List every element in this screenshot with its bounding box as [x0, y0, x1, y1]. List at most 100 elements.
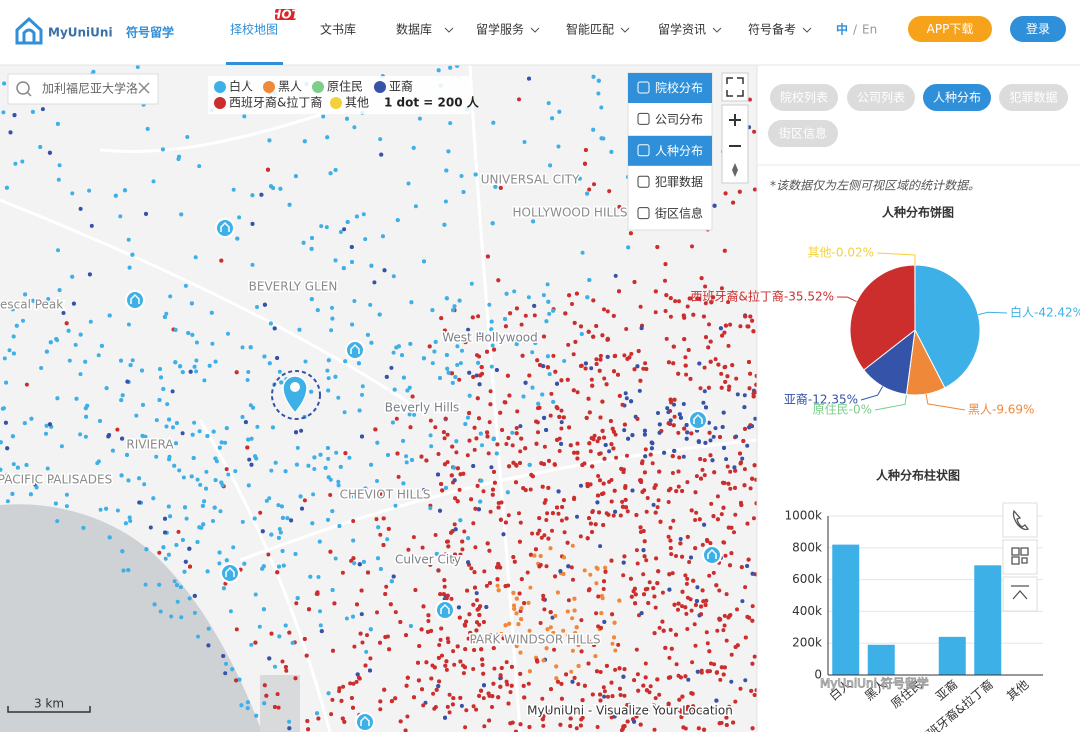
- population-dot: [442, 584, 447, 589]
- population-dot: [618, 513, 623, 518]
- float-button[interactable]: [1002, 576, 1038, 612]
- population-dot: [564, 672, 569, 677]
- population-dot: [176, 157, 181, 161]
- zoom-in[interactable]: [729, 114, 741, 126]
- tab-label[interactable]: 犯罪数据: [1009, 90, 1057, 105]
- layer-button[interactable]: 院校分布: [655, 80, 703, 95]
- population-dot: [183, 505, 187, 510]
- school-marker[interactable]: [125, 290, 145, 310]
- fullscreen-button[interactable]: [721, 72, 749, 102]
- nav-item[interactable]: 文书库: [320, 22, 356, 37]
- nav-item[interactable]: 择校地图: [230, 22, 278, 37]
- school-marker[interactable]: [355, 712, 375, 732]
- population-dot: [561, 498, 566, 503]
- location-pin[interactable]: [282, 375, 308, 415]
- population-dot: [574, 625, 579, 630]
- population-dot: [127, 265, 132, 270]
- tab-label[interactable]: 街区信息: [779, 126, 827, 141]
- layer-button[interactable]: 公司分布: [655, 112, 703, 126]
- population-dot: [151, 179, 156, 184]
- population-dot: [620, 504, 625, 509]
- population-dot: [712, 470, 717, 475]
- population-dot: [446, 370, 451, 375]
- population-dot: [166, 552, 171, 557]
- nav-item[interactable]: 符号备考: [748, 22, 796, 37]
- app-button[interactable]: [908, 16, 992, 42]
- school-marker[interactable]: [688, 410, 708, 430]
- population-dot: [194, 358, 199, 363]
- login-button-text[interactable]: 登录: [1026, 21, 1050, 36]
- population-dot: [566, 564, 571, 569]
- tab[interactable]: [770, 84, 838, 111]
- population-dot: [550, 528, 554, 533]
- nav-item[interactable]: 智能匹配: [566, 22, 614, 37]
- population-dot: [754, 688, 757, 693]
- school-marker[interactable]: [215, 218, 235, 238]
- population-dot: [287, 726, 292, 731]
- population-dot: [283, 469, 288, 474]
- clear-icon[interactable]: [138, 82, 150, 94]
- layer-button[interactable]: 犯罪数据: [655, 174, 703, 189]
- lang-current[interactable]: 中: [836, 22, 848, 37]
- population-dot: [333, 556, 338, 561]
- population-dot: [242, 114, 247, 119]
- population-dot: [360, 434, 364, 439]
- compass[interactable]: [732, 163, 738, 177]
- population-dot: [366, 570, 370, 575]
- bar: [938, 636, 966, 675]
- population-dot: [728, 707, 733, 712]
- population-dot: [492, 347, 497, 352]
- population-dot: [697, 361, 702, 366]
- tab-label[interactable]: 公司列表: [857, 91, 905, 105]
- school-marker[interactable]: [345, 340, 365, 360]
- float-button[interactable]: [1002, 539, 1038, 575]
- population-dot: [579, 332, 584, 336]
- population-dot: [192, 593, 197, 598]
- population-dot: [115, 427, 120, 432]
- school-marker[interactable]: [435, 600, 455, 620]
- population-dot: [677, 697, 682, 702]
- population-dot: [22, 421, 27, 426]
- population-dot: [473, 585, 477, 590]
- tab[interactable]: [768, 120, 838, 147]
- population-dot: [638, 525, 643, 530]
- population-dot: [174, 421, 179, 425]
- tab[interactable]: [999, 84, 1068, 111]
- layer-button[interactable]: 街区信息: [655, 206, 703, 221]
- nav-item[interactable]: 留学资讯: [658, 22, 706, 37]
- population-dot: [638, 378, 643, 383]
- population-dot: [555, 437, 560, 442]
- nav-item[interactable]: 数据库: [396, 22, 432, 37]
- layer-button[interactable]: 人种分布: [655, 144, 703, 158]
- app-button-text[interactable]: APP下载: [927, 22, 974, 36]
- tab-label[interactable]: 院校列表: [780, 90, 828, 105]
- tab-label[interactable]: 人种分布: [933, 91, 981, 105]
- population-dot: [545, 282, 550, 287]
- population-dot: [428, 433, 433, 438]
- population-dot: [171, 425, 175, 430]
- lang-other[interactable]: En: [862, 23, 877, 37]
- population-dot: [729, 551, 734, 556]
- school-marker[interactable]: [220, 563, 240, 583]
- float-button[interactable]: [1002, 502, 1038, 538]
- search-box[interactable]: [7, 73, 159, 105]
- tab[interactable]: [847, 84, 915, 111]
- population-dot: [479, 647, 484, 652]
- population-dot: [167, 417, 172, 422]
- population-dot: [649, 446, 654, 451]
- login-button[interactable]: [1010, 16, 1066, 42]
- population-dot: [458, 472, 463, 477]
- population-dot: [548, 610, 553, 615]
- population-dot: [466, 636, 471, 641]
- search-input[interactable]: 加利福尼亚大学洛: [42, 81, 138, 96]
- population-dot: [598, 415, 603, 420]
- population-dot: [684, 611, 689, 616]
- nav-item[interactable]: 留学服务: [476, 22, 524, 37]
- school-marker[interactable]: [702, 545, 722, 565]
- population-dot: [374, 517, 379, 522]
- population-dot: [558, 569, 563, 574]
- population-dot: [127, 515, 132, 520]
- population-dot: [677, 455, 682, 460]
- tab[interactable]: [923, 84, 991, 111]
- population-dot: [330, 316, 335, 321]
